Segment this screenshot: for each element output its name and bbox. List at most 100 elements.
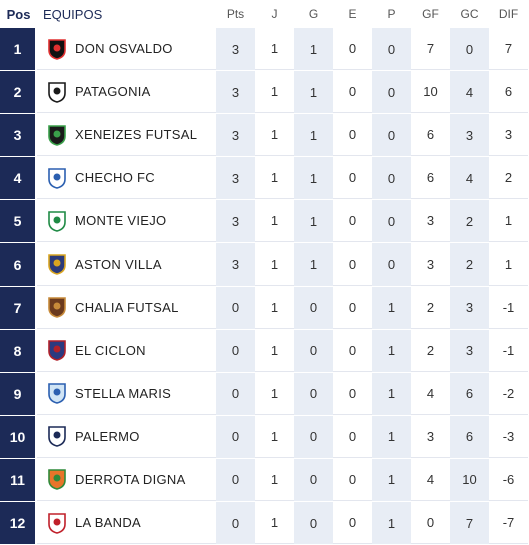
stat-e: 0: [333, 157, 372, 200]
team-name[interactable]: CHECHO FC: [75, 170, 155, 186]
row-position: 8: [0, 329, 37, 372]
team-cell[interactable]: PATAGONIA: [37, 71, 216, 114]
team-name[interactable]: DON OSVALDO: [75, 41, 173, 57]
stat-dif: 2: [489, 157, 528, 200]
stat-j: 1: [255, 372, 294, 415]
table-row[interactable]: 10 PALERMO 0 1 0 0 1 3 6 -3: [0, 415, 529, 459]
stat-pts: 0: [216, 286, 255, 329]
team-name[interactable]: PATAGONIA: [75, 84, 151, 100]
stat-j: 1: [255, 286, 294, 329]
row-position: 9: [0, 372, 37, 415]
stat-e: 0: [333, 28, 372, 71]
table-row[interactable]: 6 ASTON VILLA 3 1 1 0 0 3 2 1: [0, 243, 529, 287]
stat-g: 1: [294, 243, 333, 286]
stat-g: 0: [294, 458, 333, 502]
stat-p: 1: [372, 372, 411, 415]
stat-p: 0: [372, 71, 411, 114]
stat-pts: 0: [216, 502, 255, 545]
header-e: E: [348, 7, 357, 21]
la-banda-crest-icon: [48, 512, 66, 534]
stat-p: 1: [372, 502, 411, 545]
stat-gc: 0: [450, 28, 489, 71]
team-name[interactable]: XENEIZES FUTSAL: [75, 127, 198, 143]
stat-e: 0: [333, 415, 372, 458]
team-cell[interactable]: ASTON VILLA: [37, 243, 216, 286]
stat-e: 0: [333, 502, 372, 545]
stat-gc: 4: [450, 71, 489, 114]
team-name[interactable]: LA BANDA: [75, 515, 141, 531]
stat-p: 0: [372, 243, 411, 286]
stat-j: 1: [255, 200, 294, 243]
row-position: 1: [0, 28, 37, 71]
table-row[interactable]: 11 DERROTA DIGNA 0 1 0 0 1 4 10 -6: [0, 458, 529, 503]
stat-gf: 3: [411, 243, 450, 286]
team-cell[interactable]: DON OSVALDO: [37, 28, 216, 71]
table-row[interactable]: 4 CHECHO FC 3 1 1 0 0 6 4 2: [0, 157, 529, 201]
stat-g: 0: [294, 329, 333, 372]
table-row[interactable]: 7 CHALIA FUTSAL 0 1 0 0 1 2 3 -1: [0, 286, 529, 330]
table-row[interactable]: 2 PATAGONIA 3 1 1 0 0 10 4 6: [0, 71, 529, 115]
stat-gc: 6: [450, 372, 489, 415]
stat-g: 0: [294, 372, 333, 415]
row-position: 6: [0, 243, 37, 286]
stat-g: 1: [294, 200, 333, 243]
stat-dif: 7: [489, 28, 528, 71]
header-j: J: [271, 7, 278, 21]
team-name[interactable]: EL CICLON: [75, 342, 146, 358]
team-cell[interactable]: DERROTA DIGNA: [37, 459, 216, 502]
table-row[interactable]: 5 MONTE VIEJO 3 1 1 0 0 3 2 1: [0, 200, 529, 244]
team-cell[interactable]: CHALIA FUTSAL: [37, 287, 216, 329]
stat-e: 0: [333, 71, 372, 114]
row-position: 7: [0, 286, 37, 329]
table-row[interactable]: 12 LA BANDA 0 1 0 0 1 0 7 -7: [0, 502, 529, 545]
stat-gc: 3: [450, 329, 489, 372]
table-row[interactable]: 8 EL CICLON 0 1 0 0 1 2 3 -1: [0, 329, 529, 373]
stat-gc: 2: [450, 200, 489, 243]
row-position: 4: [0, 157, 37, 200]
stat-j: 1: [255, 502, 294, 545]
team-cell[interactable]: XENEIZES FUTSAL: [37, 114, 216, 157]
team-cell[interactable]: CHECHO FC: [37, 157, 216, 200]
stat-gf: 3: [411, 415, 450, 458]
team-name[interactable]: ASTON VILLA: [75, 256, 162, 272]
stat-gc: 6: [450, 415, 489, 458]
stat-j: 1: [255, 458, 294, 502]
table-row[interactable]: 9 STELLA MARIS 0 1 0 0 1 4 6 -2: [0, 372, 529, 416]
stat-g: 0: [294, 286, 333, 329]
team-cell[interactable]: MONTE VIEJO: [37, 200, 216, 243]
row-position: 12: [0, 502, 37, 545]
team-cell[interactable]: PALERMO: [37, 416, 216, 458]
table-row[interactable]: 1 DON OSVALDO 3 1 1 0 0 7 0 7: [0, 28, 529, 72]
team-name[interactable]: MONTE VIEJO: [75, 213, 167, 229]
team-cell[interactable]: STELLA MARIS: [37, 373, 216, 415]
stat-g: 0: [294, 502, 333, 545]
header-gc: GC: [460, 7, 479, 21]
stat-e: 0: [333, 372, 372, 415]
team-name[interactable]: CHALIA FUTSAL: [75, 299, 179, 315]
stat-p: 0: [372, 157, 411, 200]
table-header: Pos EQUIPOS Pts J G E P GF GC DIF: [0, 0, 529, 28]
header-pts: Pts: [226, 7, 245, 21]
header-p: P: [387, 7, 396, 21]
stat-dif: 1: [489, 200, 528, 243]
team-name[interactable]: DERROTA DIGNA: [75, 471, 186, 487]
aston-villa-crest-icon: [48, 254, 66, 275]
stat-j: 1: [255, 157, 294, 200]
team-name[interactable]: STELLA MARIS: [75, 385, 172, 401]
stat-gf: 4: [411, 458, 450, 502]
header-gf: GF: [422, 7, 439, 21]
team-name[interactable]: PALERMO: [75, 428, 140, 444]
checho-crest-icon: [48, 168, 66, 189]
stat-dif: -1: [489, 329, 528, 372]
table-row[interactable]: 3 XENEIZES FUTSAL 3 1 1 0 0 6 3 3: [0, 114, 529, 158]
team-cell[interactable]: LA BANDA: [37, 502, 216, 545]
stat-g: 1: [294, 71, 333, 114]
stat-dif: -3: [489, 415, 528, 458]
stat-gc: 4: [450, 157, 489, 200]
stat-j: 1: [255, 329, 294, 372]
row-position: 5: [0, 200, 37, 243]
stat-e: 0: [333, 114, 372, 157]
stat-gf: 10: [411, 71, 450, 114]
team-cell[interactable]: EL CICLON: [37, 330, 216, 372]
